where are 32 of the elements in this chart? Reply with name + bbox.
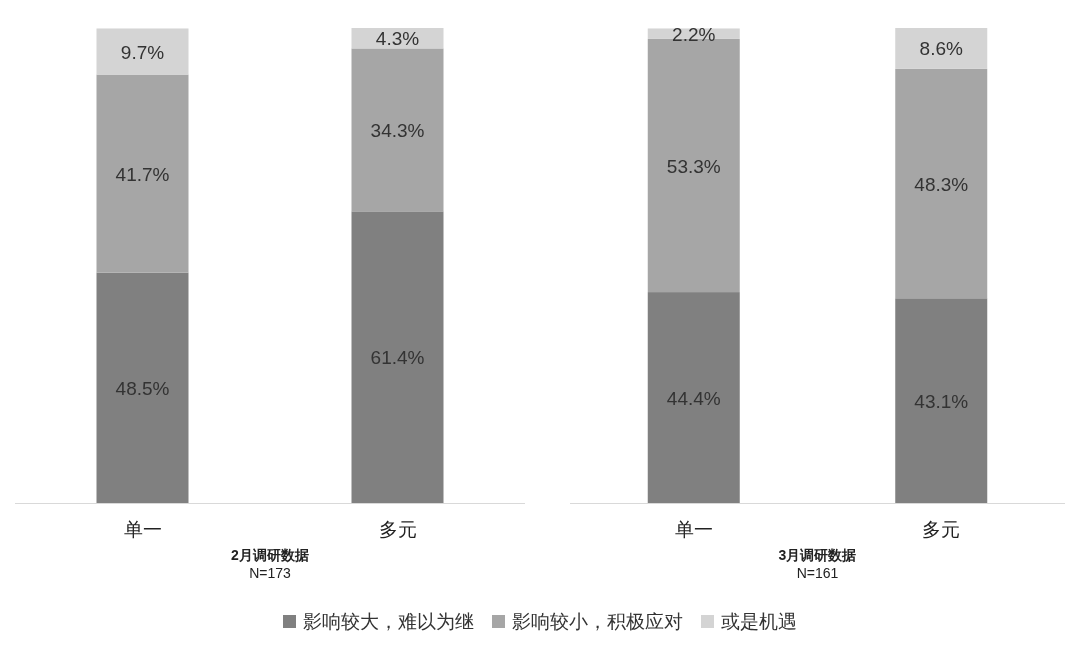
data-label: 4.3%: [375, 28, 420, 50]
data-label: 41.7%: [115, 163, 170, 185]
bar: [647, 292, 740, 503]
text: 2月调研数据: [231, 547, 309, 563]
legend-label: 影响较小，积极应对: [512, 611, 683, 632]
data-label: 2.2%: [672, 23, 716, 45]
data-label: 9.7%: [120, 41, 165, 63]
data-label: 43.1%: [914, 390, 969, 412]
x-tick-label: 多元: [378, 519, 417, 540]
data-label: 44.4%: [666, 387, 721, 409]
bar: [96, 74, 189, 273]
bar: [96, 28, 189, 75]
bar: [96, 272, 189, 503]
bar: [895, 298, 988, 503]
legend-label: 或是机遇: [721, 611, 797, 632]
x-tick-label: 单一: [123, 519, 162, 540]
data-label: 48.3%: [914, 173, 969, 195]
text: 3月调研数据: [778, 547, 857, 563]
text: N=173: [249, 565, 292, 581]
text: N=161: [796, 565, 839, 581]
x-tick-label: 多元: [922, 519, 961, 540]
data-label: 48.5%: [115, 377, 170, 399]
bar: [895, 68, 988, 299]
bar: [895, 28, 988, 69]
bar: [351, 48, 444, 212]
data-label: 61.4%: [370, 347, 425, 369]
x-tick-label: 单一: [674, 519, 713, 540]
data-label: 34.3%: [370, 119, 425, 141]
legend-label: 影响较大，难以为继: [303, 611, 474, 632]
bar: [351, 211, 444, 503]
data-label: 53.3%: [666, 155, 721, 177]
data-label: 8.6%: [919, 38, 964, 60]
